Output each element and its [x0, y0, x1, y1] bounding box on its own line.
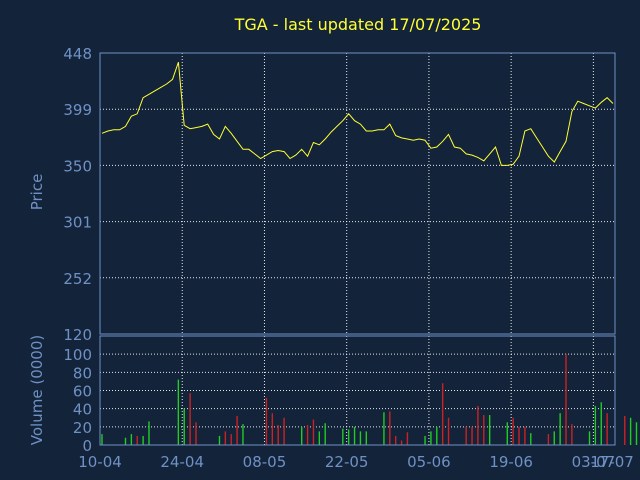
price-tick-label: 301	[63, 214, 92, 232]
x-tick-label: 10-04	[78, 453, 122, 471]
price-tick-label: 252	[63, 270, 92, 288]
x-tick-label: 17-07	[590, 453, 634, 471]
chart-title: TGA - last updated 17/07/2025	[234, 15, 482, 34]
price-tick-label: 350	[63, 157, 92, 175]
price-line	[101, 62, 614, 166]
volume-tick-label: 60	[73, 383, 92, 401]
price-tick-label: 399	[63, 101, 92, 119]
volume-tick-label: 0	[82, 437, 92, 455]
price-axis-label: Price	[28, 174, 46, 211]
x-tick-label: 19-06	[489, 453, 533, 471]
price-tick-label: 120	[63, 326, 92, 344]
volume-tick-label: 40	[73, 401, 92, 419]
grid-lines	[100, 53, 615, 446]
volume-bars	[101, 354, 638, 445]
price-tick-label: 448	[63, 45, 92, 63]
volume-tick-label: 100	[63, 346, 92, 364]
volume-panel-frame	[99, 335, 616, 446]
x-tick-label: 05-06	[407, 453, 451, 471]
volume-tick-label: 80	[73, 364, 92, 382]
x-tick-label: 22-05	[325, 453, 369, 471]
volume-axis-label: Volume (0000)	[28, 335, 46, 445]
price-line-group	[101, 62, 614, 166]
price-panel-frame	[99, 52, 616, 335]
x-tick-label: 03-07	[572, 453, 616, 471]
x-tick-label: 24-04	[160, 453, 204, 471]
x-tick-label: 08-05	[243, 453, 287, 471]
volume-tick-label: 20	[73, 419, 92, 437]
